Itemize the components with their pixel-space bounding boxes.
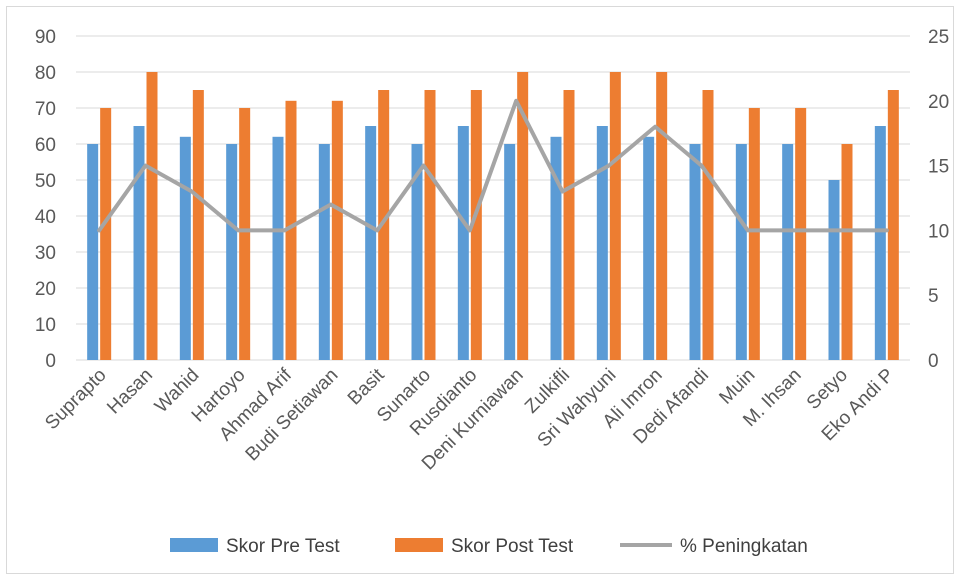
right-axis-tick-label: 5 [928,286,939,307]
bar-pre-test [87,144,99,360]
bar-pre-test [874,126,886,360]
legend-label: Skor Pre Test [226,536,340,557]
category-label: Suprapto [41,365,110,434]
right-axis-tick-label: 10 [928,221,949,242]
left-axis-tick-label: 0 [45,351,56,372]
bar-pre-test [550,136,562,360]
right-axis-tick-label: 0 [928,351,939,372]
bar-post-test [563,90,575,360]
bar-post-test [378,90,390,360]
left-axis-tick-label: 70 [35,99,56,120]
category-label: Hasan [103,365,157,419]
bar-pre-test [365,126,377,360]
bar-post-test [841,144,853,360]
bar-pre-test [411,144,423,360]
bar-post-test [100,108,112,360]
bar-post-test [424,90,436,360]
right-axis-ticks: 0 5 10 15 20 25 [928,27,949,372]
bar-pre-test [272,136,284,360]
bar-pre-test [179,136,191,360]
chart-frame [6,6,954,574]
right-axis-tick-label: 25 [928,27,949,48]
legend-swatch [170,538,218,552]
bar-post-test [146,72,158,360]
left-axis-tick-label: 60 [35,135,56,156]
bar-series [87,72,899,361]
bar-pre-test [828,180,840,360]
left-axis-tick-label: 10 [35,315,56,336]
bar-pre-test [689,144,701,360]
legend-swatch [395,538,443,552]
bar-pre-test [643,136,655,360]
legend-label: % Peningkatan [680,536,808,557]
left-axis-tick-label: 40 [35,207,56,228]
bar-post-test [517,72,529,360]
bar-pre-test [318,144,330,360]
line-series [97,98,889,233]
bar-post-test [795,108,807,360]
bar-post-test [285,100,297,361]
bar-pre-test [504,144,516,360]
left-axis-ticks: 0 10 20 30 40 50 60 70 80 90 [35,27,56,372]
left-axis-tick-label: 30 [35,243,56,264]
bar-post-test [470,90,482,360]
gridlines [76,35,910,361]
left-axis-tick-label: 20 [35,279,56,300]
bar-post-test [748,108,760,360]
bar-post-test [192,90,204,360]
bar-pre-test [457,126,469,360]
bar-post-test [887,90,899,360]
bar-pre-test [133,126,145,360]
bar-post-test [331,100,343,361]
bar-post-test [656,72,668,360]
bar-post-test [239,108,251,360]
left-axis-tick-label: 80 [35,63,56,84]
bar-post-test [609,72,621,360]
bar-pre-test [596,126,608,360]
legend-label: Skor Post Test [451,536,574,557]
right-axis-tick-label: 15 [928,157,949,178]
bar-pre-test [226,144,238,360]
left-axis-tick-label: 90 [35,27,56,48]
bar-pre-test [782,144,794,360]
bar-post-test [702,90,714,360]
left-axis-tick-label: 50 [35,171,56,192]
bar-pre-test [735,144,747,360]
right-axis-tick-label: 20 [928,92,949,113]
legend: Skor Pre Test Skor Post Test % Peningkatan [170,536,808,557]
line-peningkatan [97,98,889,233]
